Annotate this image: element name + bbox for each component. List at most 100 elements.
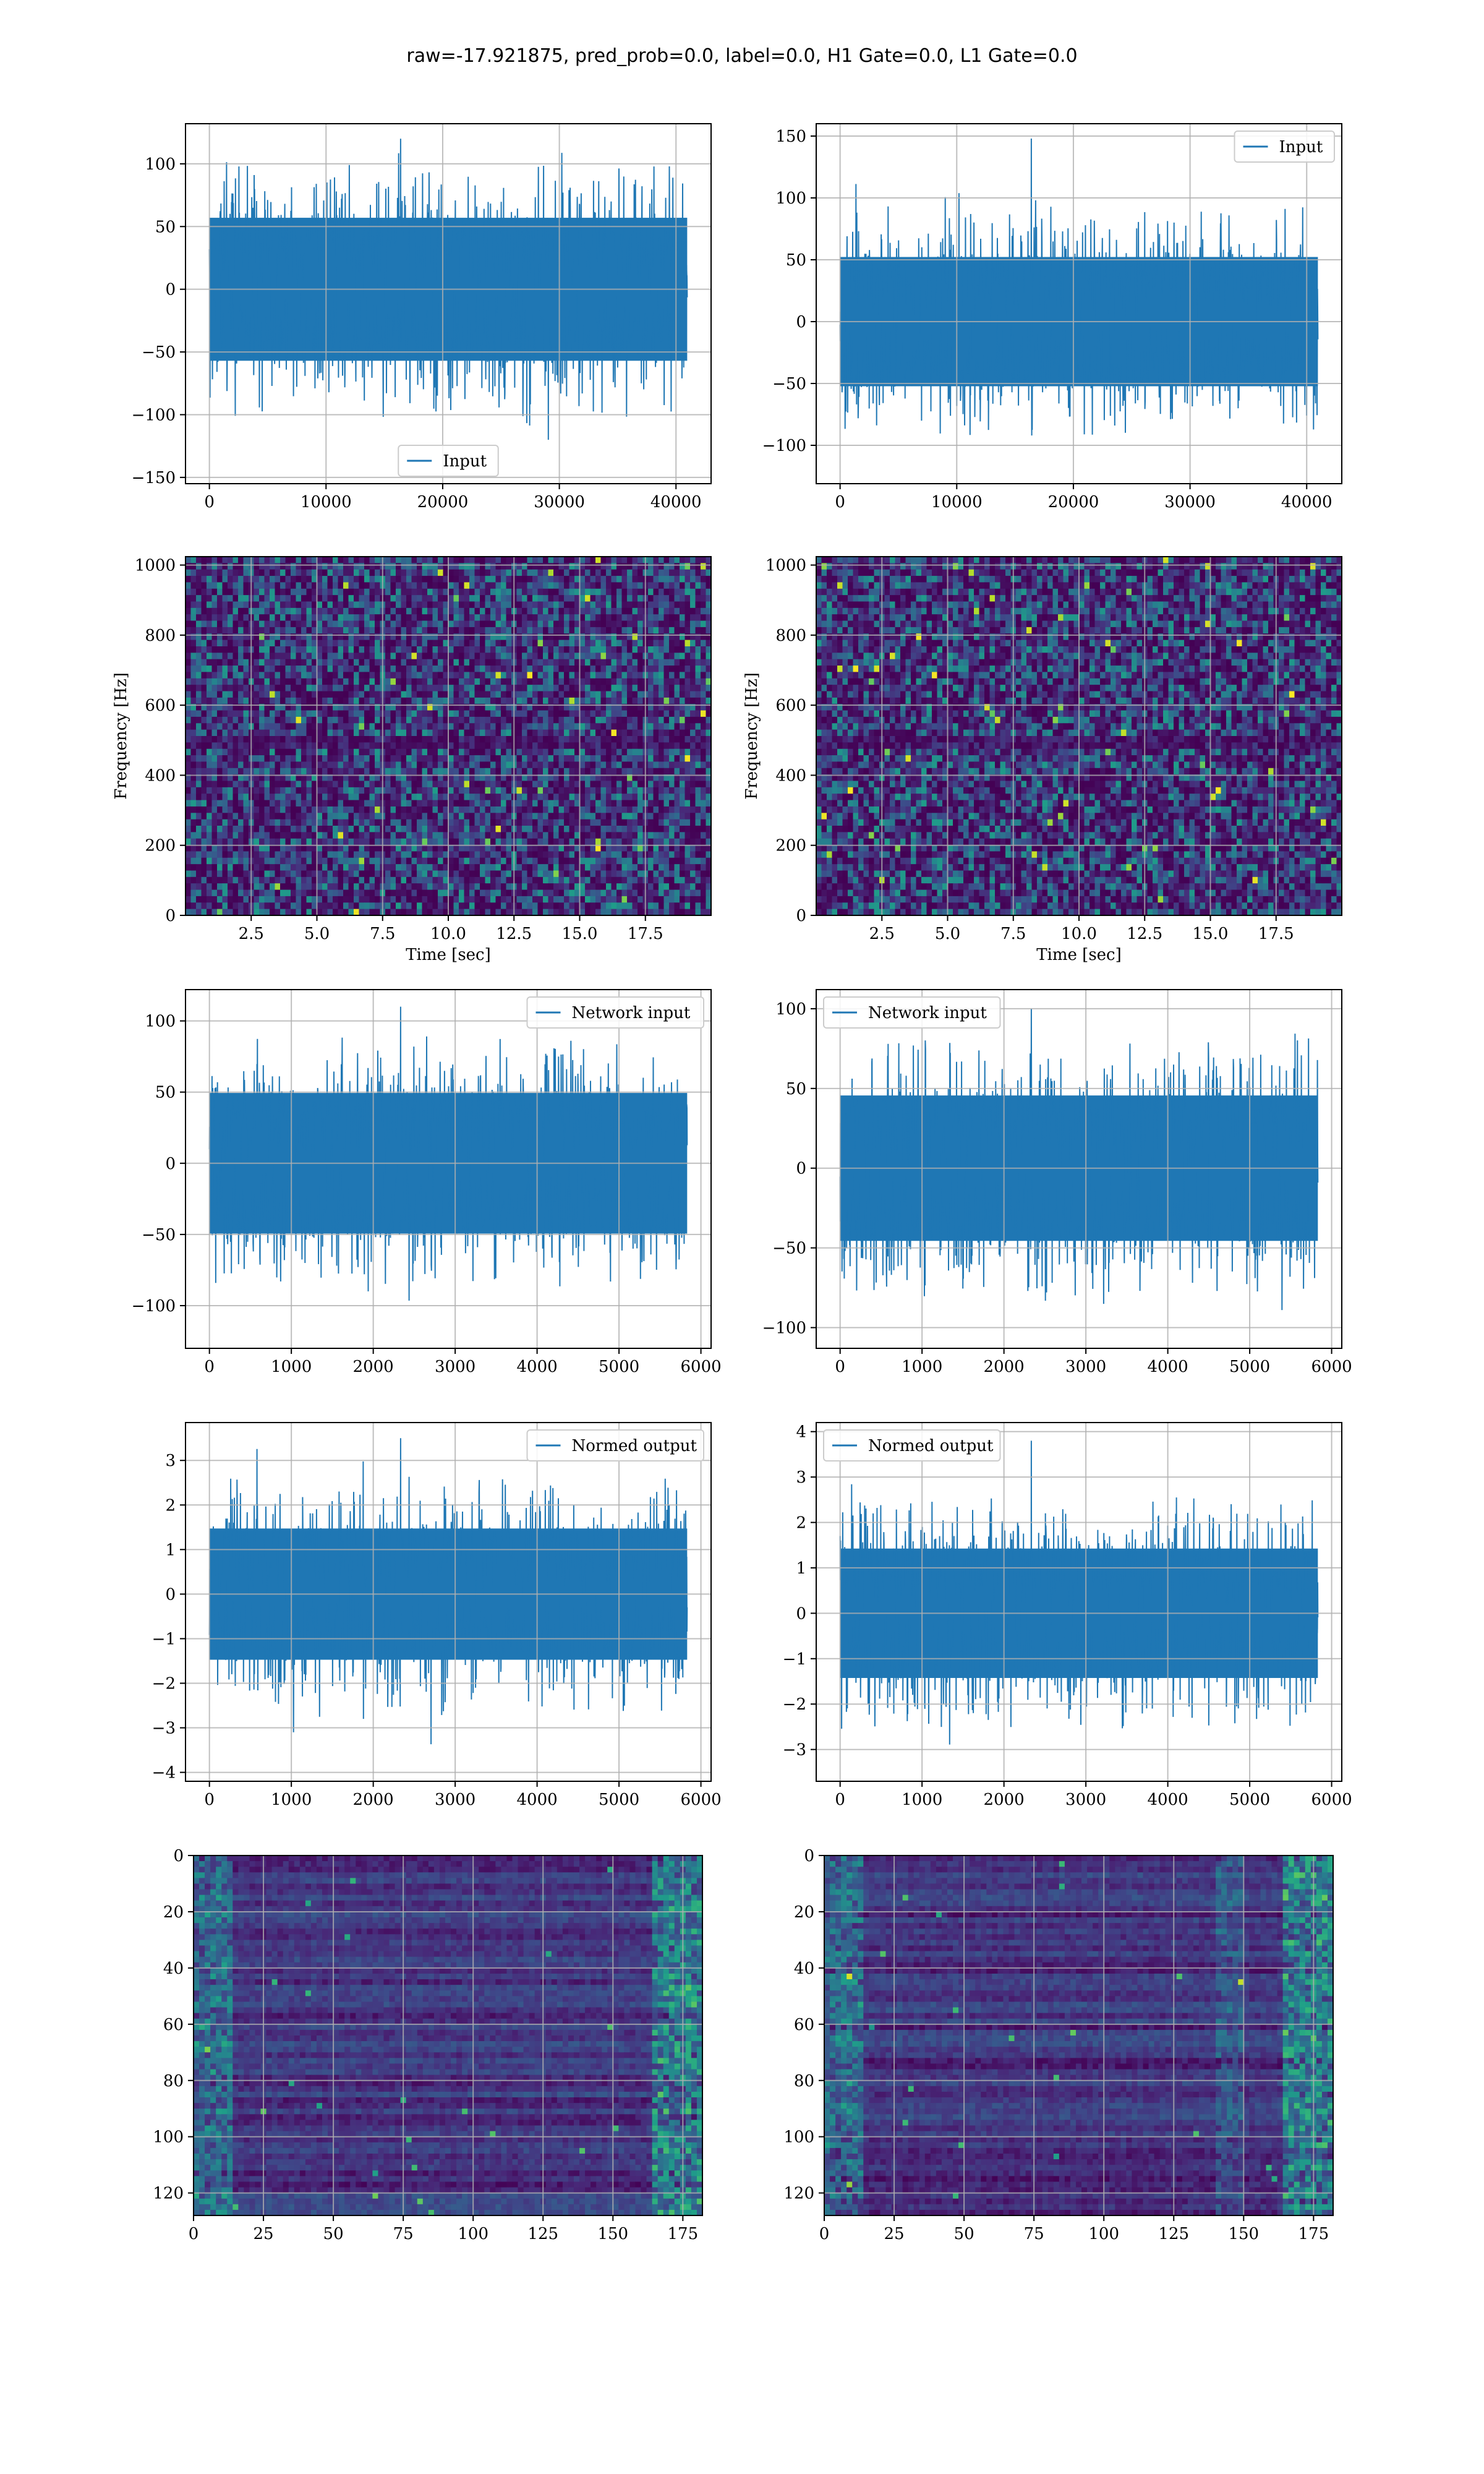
spectrogram-cell [427,576,433,583]
spectrogram-cell [501,576,507,583]
spectrogram-cell [585,588,591,596]
spectrogram-cell [516,774,522,782]
spectrogram-cell [406,659,412,666]
spectrogram-cell [690,582,696,589]
spectrogram-cell [354,620,360,628]
series-line [208,139,688,440]
spectrogram-cell [211,614,218,622]
spectrogram-cell [438,742,444,750]
spectrogram-cell [527,691,533,698]
spectrogram-cell [453,685,459,692]
spectrogram-cell [354,627,360,634]
spectrogram-cell [490,620,497,628]
spectrogram-cell [390,627,396,634]
spectrogram-cell [354,768,360,775]
spectrogram-cell [196,607,202,615]
spectrogram-cell [611,607,617,615]
spectrogram-cell [616,697,623,704]
spectrogram-cell [553,800,560,807]
spectrogram-cell [385,800,391,807]
spectrogram-cell [611,838,617,845]
spectrogram-cell [228,768,234,775]
spectrogram-cell [296,653,302,660]
spectrogram-cell [296,857,302,865]
spectrogram-cell [438,659,444,666]
spectrogram-cell [663,742,670,750]
spectrogram-cell [201,768,207,775]
spectrogram-cell [564,646,570,653]
spectrogram-cell [695,614,701,622]
spectrogram-cell [543,588,549,596]
spectrogram-cell [264,666,270,673]
spectrogram-cell [222,768,228,775]
spectrogram-cell [296,864,302,871]
spectrogram-cell [207,563,213,570]
spectrogram-cell [600,710,607,717]
spectrogram-cell [406,633,412,641]
spectrogram-cell [343,563,349,570]
spectrogram-cell [569,563,575,570]
spectrogram-cell [270,845,276,852]
spectrogram-cell [680,787,686,794]
spectrogram-cell [611,736,617,743]
spectrogram-cell [653,672,659,679]
spectrogram-cell [606,672,612,679]
spectrogram-cell [516,620,522,628]
spectrogram-cell [280,838,286,845]
spectrogram-cell [701,633,707,641]
spectrogram-cell [485,678,491,685]
spectrogram-cell [333,748,339,756]
spectrogram-cell [254,601,260,609]
spectrogram-cell [401,569,407,576]
legend: Input [1234,131,1335,163]
spectrogram-cell [564,845,570,852]
spectrogram-cell [291,716,297,724]
spectrogram-cell [684,716,691,724]
spectrogram-cell [453,768,459,775]
spectrogram-cell [690,691,696,698]
spectrogram-cell [706,588,712,596]
spectrogram-cell [232,742,239,750]
spectrogram-cell [343,845,349,852]
spectrogram-cell [359,666,365,673]
spectrogram-cell [453,678,459,685]
spectrogram-cell [333,864,339,871]
spectrogram-cell [669,666,675,673]
spectrogram-cell [207,653,213,660]
spectrogram-cell [522,736,528,743]
spectrogram-cell [243,813,249,820]
spectrogram-cell [312,742,318,750]
spectrogram-cell [201,723,207,730]
spectrogram-cell [590,787,596,794]
spectrogram-cell [469,832,475,839]
spectrogram-cell [448,781,454,788]
spectrogram-cell [322,723,328,730]
spectrogram-cell [359,729,365,737]
spectrogram-cell [674,826,680,833]
spectrogram-cell [659,710,665,717]
spectrogram-cell [621,768,628,775]
spectrogram-cell [317,761,323,769]
spectrogram-cell [417,697,423,704]
spectrogram-cell [706,557,712,563]
spectrogram-cell [438,627,444,634]
spectrogram-cell [648,685,654,692]
spectrogram-cell [653,576,659,583]
spectrogram-cell [669,742,675,750]
spectrogram-cell [259,787,265,794]
spectrogram-cell [438,748,444,756]
spectrogram-cell [375,659,381,666]
spectrogram-cell [638,633,644,641]
spectrogram-cell [186,768,192,775]
spectrogram-cell [232,595,239,602]
spectrogram-cell [264,794,270,801]
spectrogram-cell [659,742,665,750]
spectrogram-cell [317,633,323,641]
spectrogram-cell [537,697,544,704]
spectrogram-cell [553,787,560,794]
spectrogram-cell [327,569,333,576]
spectrogram-cell [674,832,680,839]
spectrogram-cell [558,723,565,730]
spectrogram-cell [701,614,707,622]
spectrogram-cell [254,653,260,660]
